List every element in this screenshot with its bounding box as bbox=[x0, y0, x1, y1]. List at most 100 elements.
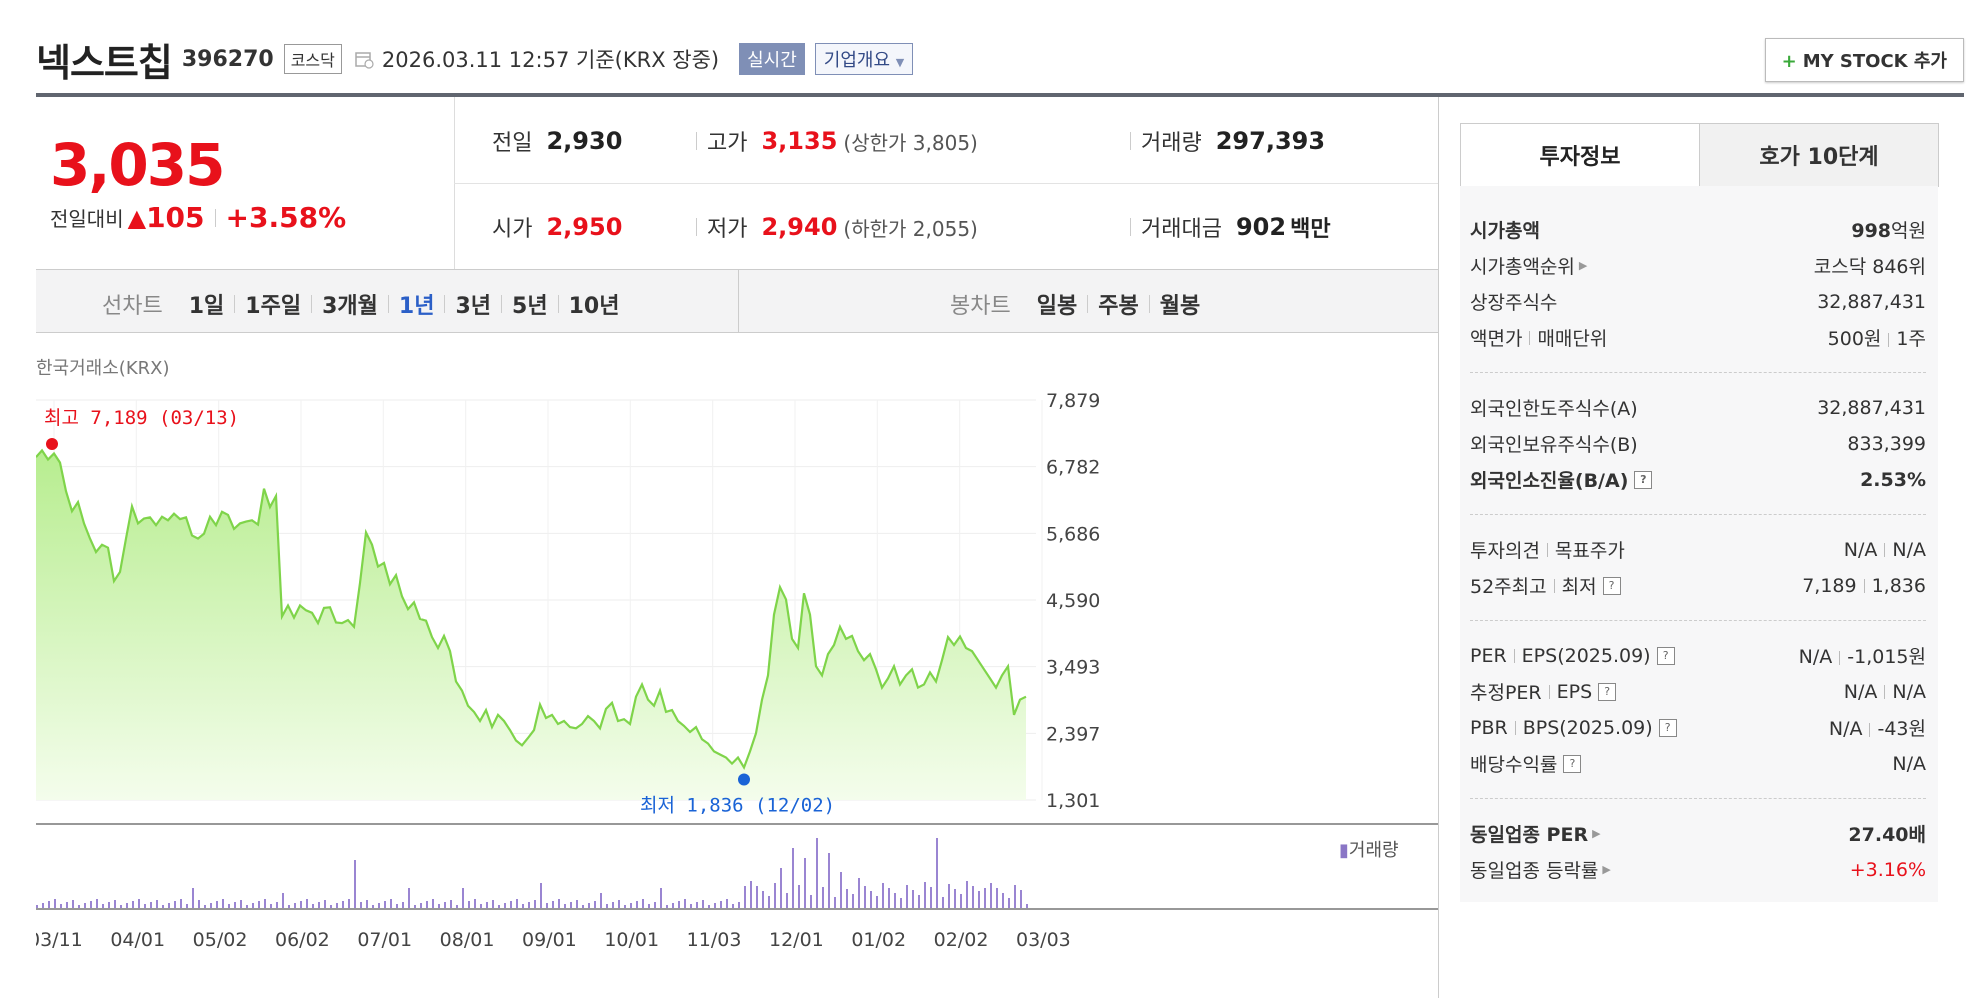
tab-3y[interactable]: 3년 bbox=[455, 294, 492, 319]
tab-monthly[interactable]: 월봉 bbox=[1159, 294, 1201, 319]
volume-bar bbox=[504, 903, 506, 908]
volume-bar bbox=[228, 904, 230, 908]
tab-daily[interactable]: 일봉 bbox=[1036, 294, 1078, 319]
tab-3m[interactable]: 3개월 bbox=[322, 294, 378, 319]
volume-bar bbox=[330, 905, 332, 908]
volume-bar bbox=[828, 853, 830, 908]
volume-bar bbox=[120, 905, 122, 908]
add-my-stock-button[interactable]: + MY STOCK 추가 bbox=[1764, 38, 1964, 82]
volume-bar bbox=[438, 904, 440, 908]
volume-bar bbox=[90, 901, 92, 908]
y-tick-label: 7,879 bbox=[1046, 390, 1100, 412]
volume-bar bbox=[1008, 898, 1010, 908]
volume-bar bbox=[552, 901, 554, 908]
up-arrow-icon: ▲ bbox=[127, 203, 147, 232]
volume-bar bbox=[756, 886, 758, 908]
per-eps-row: PER EPS (2025.09)? N/A -1,015원 bbox=[1470, 644, 1926, 669]
volume-bar bbox=[576, 900, 578, 908]
change-row: 전일대비 ▲ 105 +3.58% bbox=[50, 201, 346, 234]
volume-bar bbox=[936, 838, 938, 908]
help-icon[interactable]: ? bbox=[1598, 682, 1617, 701]
volume-bar bbox=[858, 878, 860, 908]
volume-bar bbox=[900, 898, 902, 908]
volume-bar bbox=[408, 888, 410, 908]
volume-bar bbox=[396, 904, 398, 908]
volume-bar bbox=[972, 886, 974, 908]
y-tick-label: 5,686 bbox=[1046, 523, 1100, 545]
volume-bar bbox=[942, 897, 944, 908]
realtime-badge[interactable]: 실시간 bbox=[739, 43, 805, 75]
tab-weekly[interactable]: 주봉 bbox=[1098, 294, 1139, 319]
est-per-eps-row: 추정PER EPS? N/A N/A bbox=[1470, 680, 1926, 705]
arrow-right-icon[interactable]: ▶ bbox=[1592, 827, 1601, 840]
chart-source: 한국거래소(KRX) bbox=[36, 358, 170, 379]
tab-invest-info[interactable]: 투자정보 bbox=[1460, 123, 1700, 186]
volume-bar bbox=[930, 887, 932, 908]
tab-order-book[interactable]: 호가 10단계 bbox=[1699, 123, 1939, 187]
caret-down-icon: ▼ bbox=[895, 56, 905, 69]
help-icon[interactable]: ? bbox=[1658, 718, 1677, 737]
volume-bar bbox=[492, 900, 494, 908]
help-icon[interactable]: ? bbox=[1634, 470, 1653, 489]
volume-bar bbox=[558, 899, 560, 908]
x-tick-label: 07/01 bbox=[357, 929, 412, 948]
help-icon[interactable]: ? bbox=[1656, 646, 1675, 665]
arrow-right-icon[interactable]: ▶ bbox=[1578, 259, 1588, 272]
volume-bar bbox=[726, 899, 728, 908]
volume-bar bbox=[912, 890, 914, 908]
volume-bar bbox=[216, 901, 218, 908]
volume-bar bbox=[72, 900, 74, 908]
volume-bar bbox=[384, 901, 386, 908]
volume-bar bbox=[354, 860, 356, 908]
tab-5y[interactable]: 5년 bbox=[512, 294, 548, 319]
volume-bar bbox=[108, 902, 110, 908]
volume-bar bbox=[198, 900, 200, 908]
volume-bar bbox=[714, 903, 716, 908]
volume-bar bbox=[222, 899, 224, 908]
x-tick-label: 05/02 bbox=[193, 929, 248, 948]
y-tick-label: 3,493 bbox=[1046, 657, 1100, 679]
volume-bar bbox=[636, 901, 638, 908]
y-tick-label: 2,397 bbox=[1046, 723, 1100, 745]
volume-bar bbox=[450, 900, 452, 908]
tab-10y[interactable]: 10년 bbox=[568, 294, 620, 319]
candle-chart-label: 봉차트 bbox=[950, 294, 1011, 319]
volume-bar bbox=[342, 901, 344, 908]
volume-bar bbox=[648, 904, 650, 908]
market-cap-row: 시가총액 998억원 bbox=[1470, 220, 1926, 242]
volume-bar bbox=[816, 838, 818, 908]
change-percent: +3.58% bbox=[225, 201, 347, 234]
arrow-right-icon[interactable]: ▶ bbox=[1602, 863, 1611, 876]
volume-bar bbox=[294, 903, 296, 908]
volume-bar bbox=[168, 903, 170, 908]
volume-bar bbox=[138, 899, 140, 908]
listed-shares-row: 상장주식수 32,887,431 bbox=[1470, 290, 1926, 315]
volume-bar bbox=[366, 900, 368, 908]
tab-1y[interactable]: 1년 bbox=[398, 294, 435, 319]
volume-bar bbox=[60, 904, 62, 908]
tab-1w[interactable]: 1주일 bbox=[245, 294, 302, 319]
volume-bar bbox=[402, 902, 404, 908]
help-icon[interactable]: ? bbox=[1602, 576, 1621, 595]
stock-code: 396270 bbox=[181, 46, 274, 72]
plus-icon: + bbox=[1781, 51, 1797, 72]
x-tick-label: 02/02 bbox=[934, 929, 989, 948]
volume-bar bbox=[192, 888, 194, 908]
volume-bar bbox=[840, 872, 842, 908]
tab-1d[interactable]: 1일 bbox=[188, 294, 225, 319]
volume-bar bbox=[618, 900, 620, 908]
price-chart[interactable]: 7,879 6,782 5,686 4,590 3,493 2,397 1,301 ▮거래량… bbox=[36, 388, 1438, 948]
x-tick-label: 03/03 bbox=[1016, 929, 1071, 948]
volume-bar bbox=[798, 885, 800, 908]
volume-bar bbox=[522, 904, 524, 908]
volume-bar bbox=[162, 905, 164, 908]
volume-bar bbox=[654, 902, 656, 908]
company-overview-button[interactable]: 기업개요 ▼ bbox=[814, 43, 914, 75]
volume-bar bbox=[42, 903, 44, 908]
x-tick-label: 06/02 bbox=[275, 929, 330, 948]
help-icon[interactable]: ? bbox=[1563, 754, 1582, 773]
stock-name: 넥스트칩 bbox=[36, 40, 173, 85]
volume-bar bbox=[114, 900, 116, 908]
y-tick-label: 6,782 bbox=[1046, 457, 1100, 479]
low-price: 저가 2,940 (하한가 2,055) bbox=[696, 211, 978, 243]
